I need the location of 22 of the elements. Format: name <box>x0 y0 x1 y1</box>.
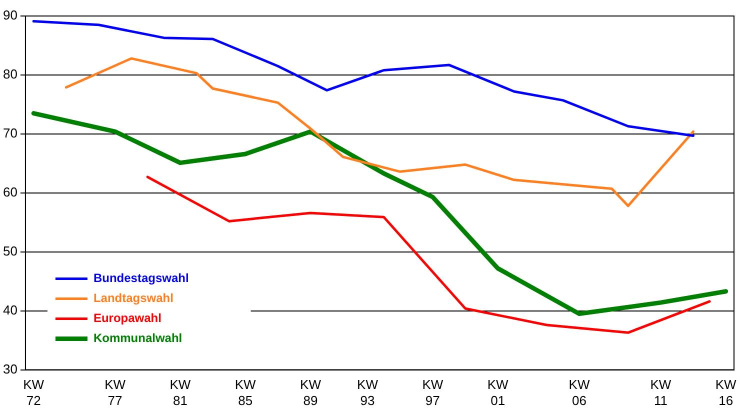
x-tick-label: KW 97 <box>422 377 444 408</box>
x-tick-label: KW 16 <box>715 377 738 408</box>
legend-label: Kommunalwahl <box>93 331 182 346</box>
legend-label: Europawahl <box>93 311 162 326</box>
x-tick-label: KW 01 <box>487 377 510 408</box>
x-tick-label: KW 85 <box>234 377 257 408</box>
y-tick-label: 60 <box>2 184 18 200</box>
x-tick-label: KW 77 <box>104 377 126 408</box>
x-tick-label: KW 11 <box>650 377 672 408</box>
legend-label: Landtagswahl <box>93 291 174 306</box>
x-tick-label: KW 93 <box>357 377 379 408</box>
x-tick-label: KW 81 <box>170 377 192 408</box>
x-tick-label: KW 89 <box>300 377 322 408</box>
legend-label: Bundestagswahl <box>93 271 189 286</box>
y-tick-label: 30 <box>2 361 18 376</box>
x-tick-label: KW 06 <box>568 377 590 408</box>
y-tick-label: 80 <box>2 66 18 82</box>
x-tick-label: KW 72 <box>23 377 45 408</box>
y-tick-label: 40 <box>2 302 18 318</box>
y-tick-label: 70 <box>2 126 18 141</box>
y-tick-label: 50 <box>2 243 18 258</box>
y-tick-label: 90 <box>2 8 18 23</box>
